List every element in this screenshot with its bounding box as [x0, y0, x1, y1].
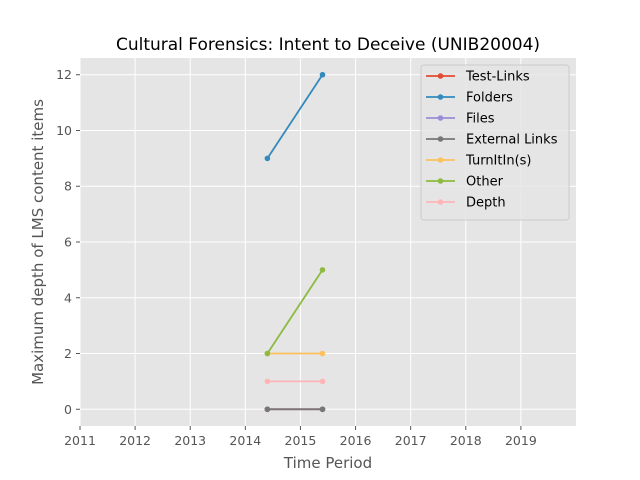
- data-point-folders: [264, 155, 271, 162]
- legend-marker-test-links: [437, 73, 444, 79]
- y-tick-label: 12: [56, 67, 72, 82]
- series-line-other: [266, 269, 324, 355]
- y-tick-label: 8: [64, 179, 72, 194]
- legend-marker-folders: [437, 94, 444, 100]
- legend-label-external-links: External Links: [466, 133, 558, 148]
- y-tick-label: 4: [64, 290, 72, 305]
- y-axis-ticks: 0 2 4 6 8 10 12: [56, 67, 80, 417]
- series-other: [264, 267, 326, 357]
- chart-title: Cultural Forensics: Intent to Deceive (U…: [116, 35, 540, 55]
- x-tick-label: 2013: [174, 433, 206, 448]
- series-external-links: [264, 406, 326, 413]
- legend-marker-other: [437, 178, 444, 184]
- legend-marker-depth: [437, 199, 444, 205]
- legend-label-other: Other: [466, 175, 504, 190]
- legend-label-folders: Folders: [466, 91, 513, 106]
- series-depth: [264, 378, 326, 385]
- series-folders: [264, 71, 326, 162]
- legend-marker-external-links: [437, 136, 444, 142]
- data-point-turnitin-s: [319, 350, 326, 357]
- legend-label-files: Files: [466, 112, 495, 127]
- x-tick-label: 2019: [505, 433, 537, 448]
- y-tick-label: 0: [64, 402, 72, 417]
- legend-marker-files: [437, 115, 444, 121]
- legend-label-turnitin-s: TurnItIn(s): [465, 154, 531, 169]
- legend-marker-turnitin-s: [437, 157, 444, 163]
- x-tick-label: 2018: [450, 433, 482, 448]
- data-point-folders: [319, 71, 326, 78]
- x-axis-ticks: 2011 2012 2013 2014 2015 2016 2017 2018 2019: [64, 426, 537, 448]
- x-tick-label: 2011: [64, 433, 96, 448]
- x-axis-label: Time Period: [283, 454, 372, 472]
- y-axis-label: Maximum depth of LMS content items: [29, 99, 47, 385]
- legend-label-depth: Depth: [466, 196, 506, 211]
- x-tick-label: 2016: [340, 433, 372, 448]
- legend-label-test-links: Test-Links: [465, 70, 530, 85]
- x-tick-label: 2017: [395, 433, 427, 448]
- data-point-other: [319, 267, 326, 273]
- data-point-external-links: [264, 406, 271, 413]
- data-point-other: [264, 350, 271, 357]
- data-point-depth: [264, 378, 271, 385]
- series-line-folders: [266, 74, 324, 159]
- x-tick-label: 2012: [119, 433, 151, 448]
- y-tick-label: 2: [64, 346, 72, 361]
- legend-box: [420, 64, 570, 221]
- data-point-depth: [319, 378, 326, 385]
- series-layer: [264, 71, 326, 413]
- y-tick-label: 10: [56, 123, 72, 138]
- legend: Test-Links Folders Files External Links Turn…: [420, 64, 570, 221]
- y-tick-label: 6: [64, 235, 72, 250]
- x-tick-label: 2015: [285, 433, 317, 448]
- x-tick-label: 2014: [229, 433, 261, 448]
- data-point-external-links: [319, 406, 326, 413]
